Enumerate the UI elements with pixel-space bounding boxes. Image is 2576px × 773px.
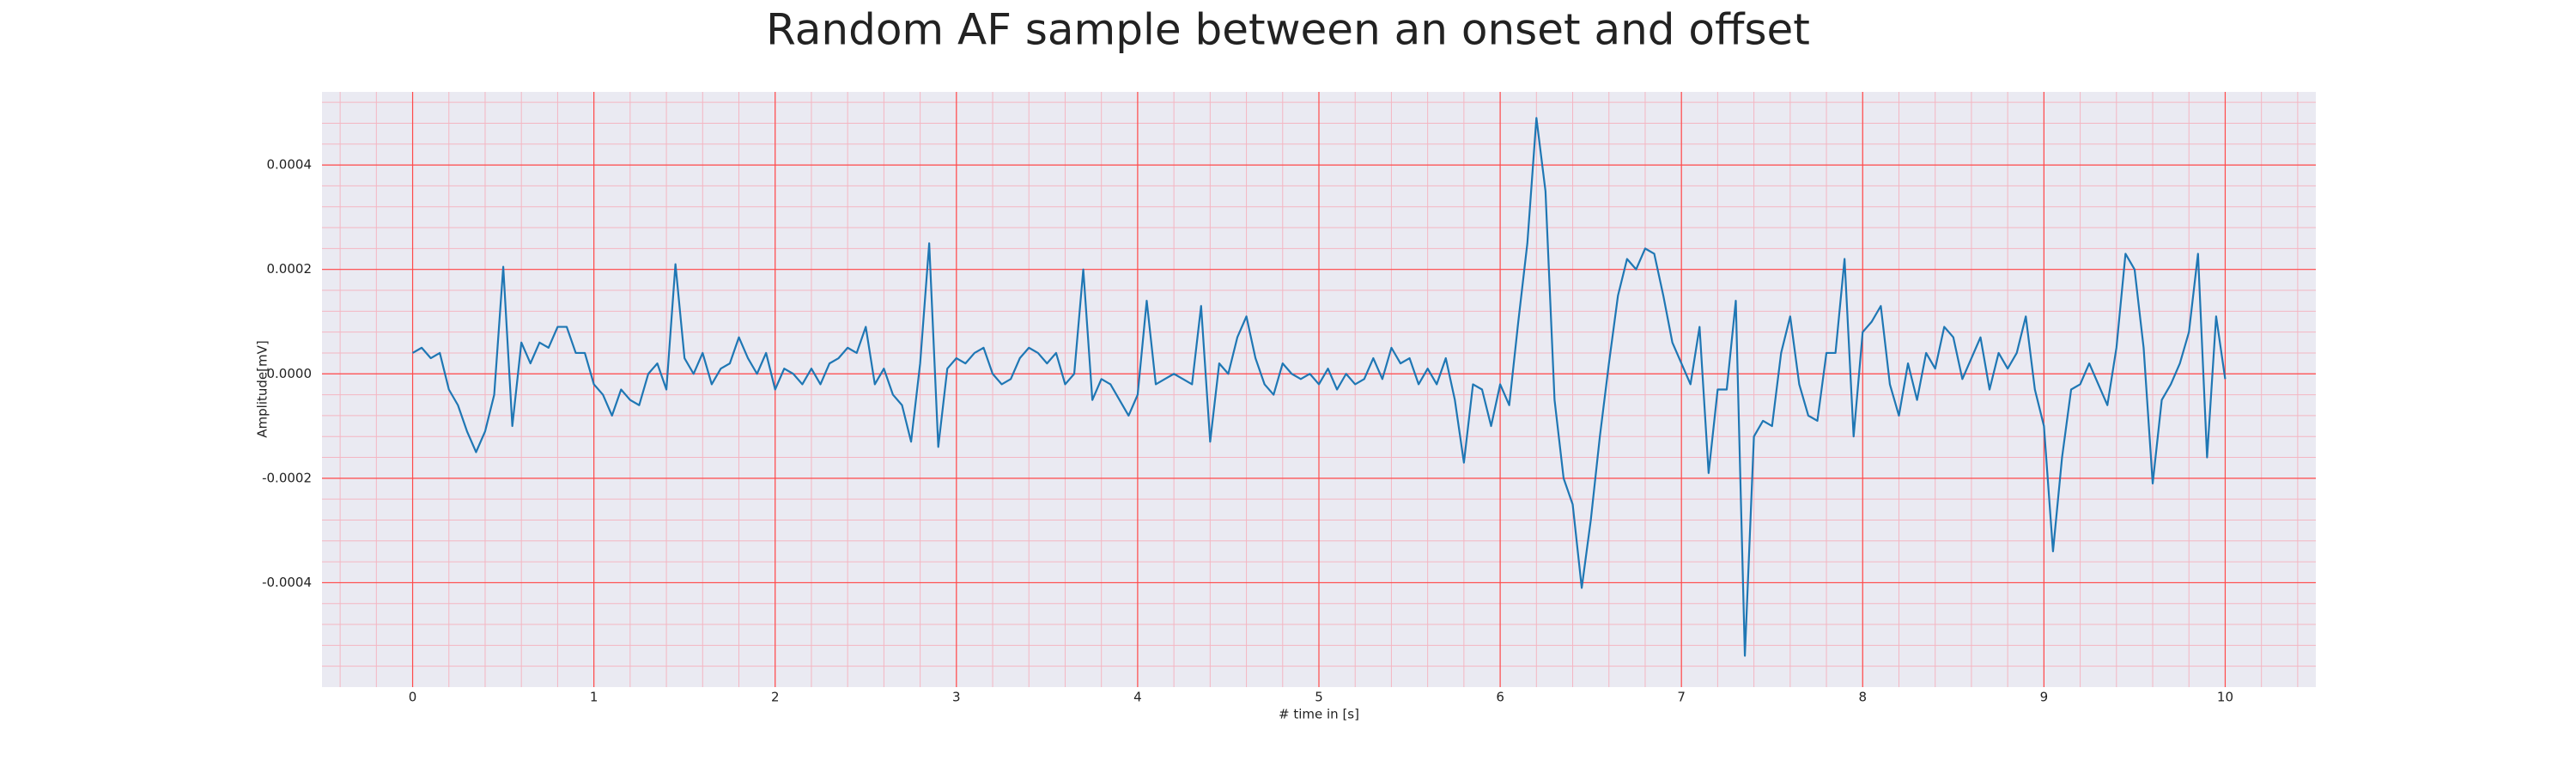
y-tick-label: -0.0002 [262,470,312,485]
x-tick-label: 6 [1496,690,1504,705]
y-tick-label: -0.0004 [262,575,312,590]
signal-line [412,117,2227,657]
y-tick-label: 0.0004 [267,157,313,173]
x-tick-label: 4 [1133,690,1142,705]
y-axis-label: Amplitude[mV] [255,340,270,437]
x-tick-label: 9 [2040,690,2049,705]
y-tick-label: 0.0000 [267,366,313,381]
x-tick-label: 1 [590,690,598,705]
x-tick-label: 3 [952,690,961,705]
y-tick-label: 0.0002 [267,261,313,277]
x-tick-label: 5 [1315,690,1323,705]
x-axis-label: # time in [s] [1279,707,1359,722]
x-tick-label: 8 [1858,690,1867,705]
x-tick-label: 0 [409,690,417,705]
x-tick-label: 2 [771,690,780,705]
x-tick-label: 10 [2217,690,2233,705]
chart-title: Random AF sample between an onset and of… [766,5,1810,55]
x-tick-label: 7 [1677,690,1686,705]
